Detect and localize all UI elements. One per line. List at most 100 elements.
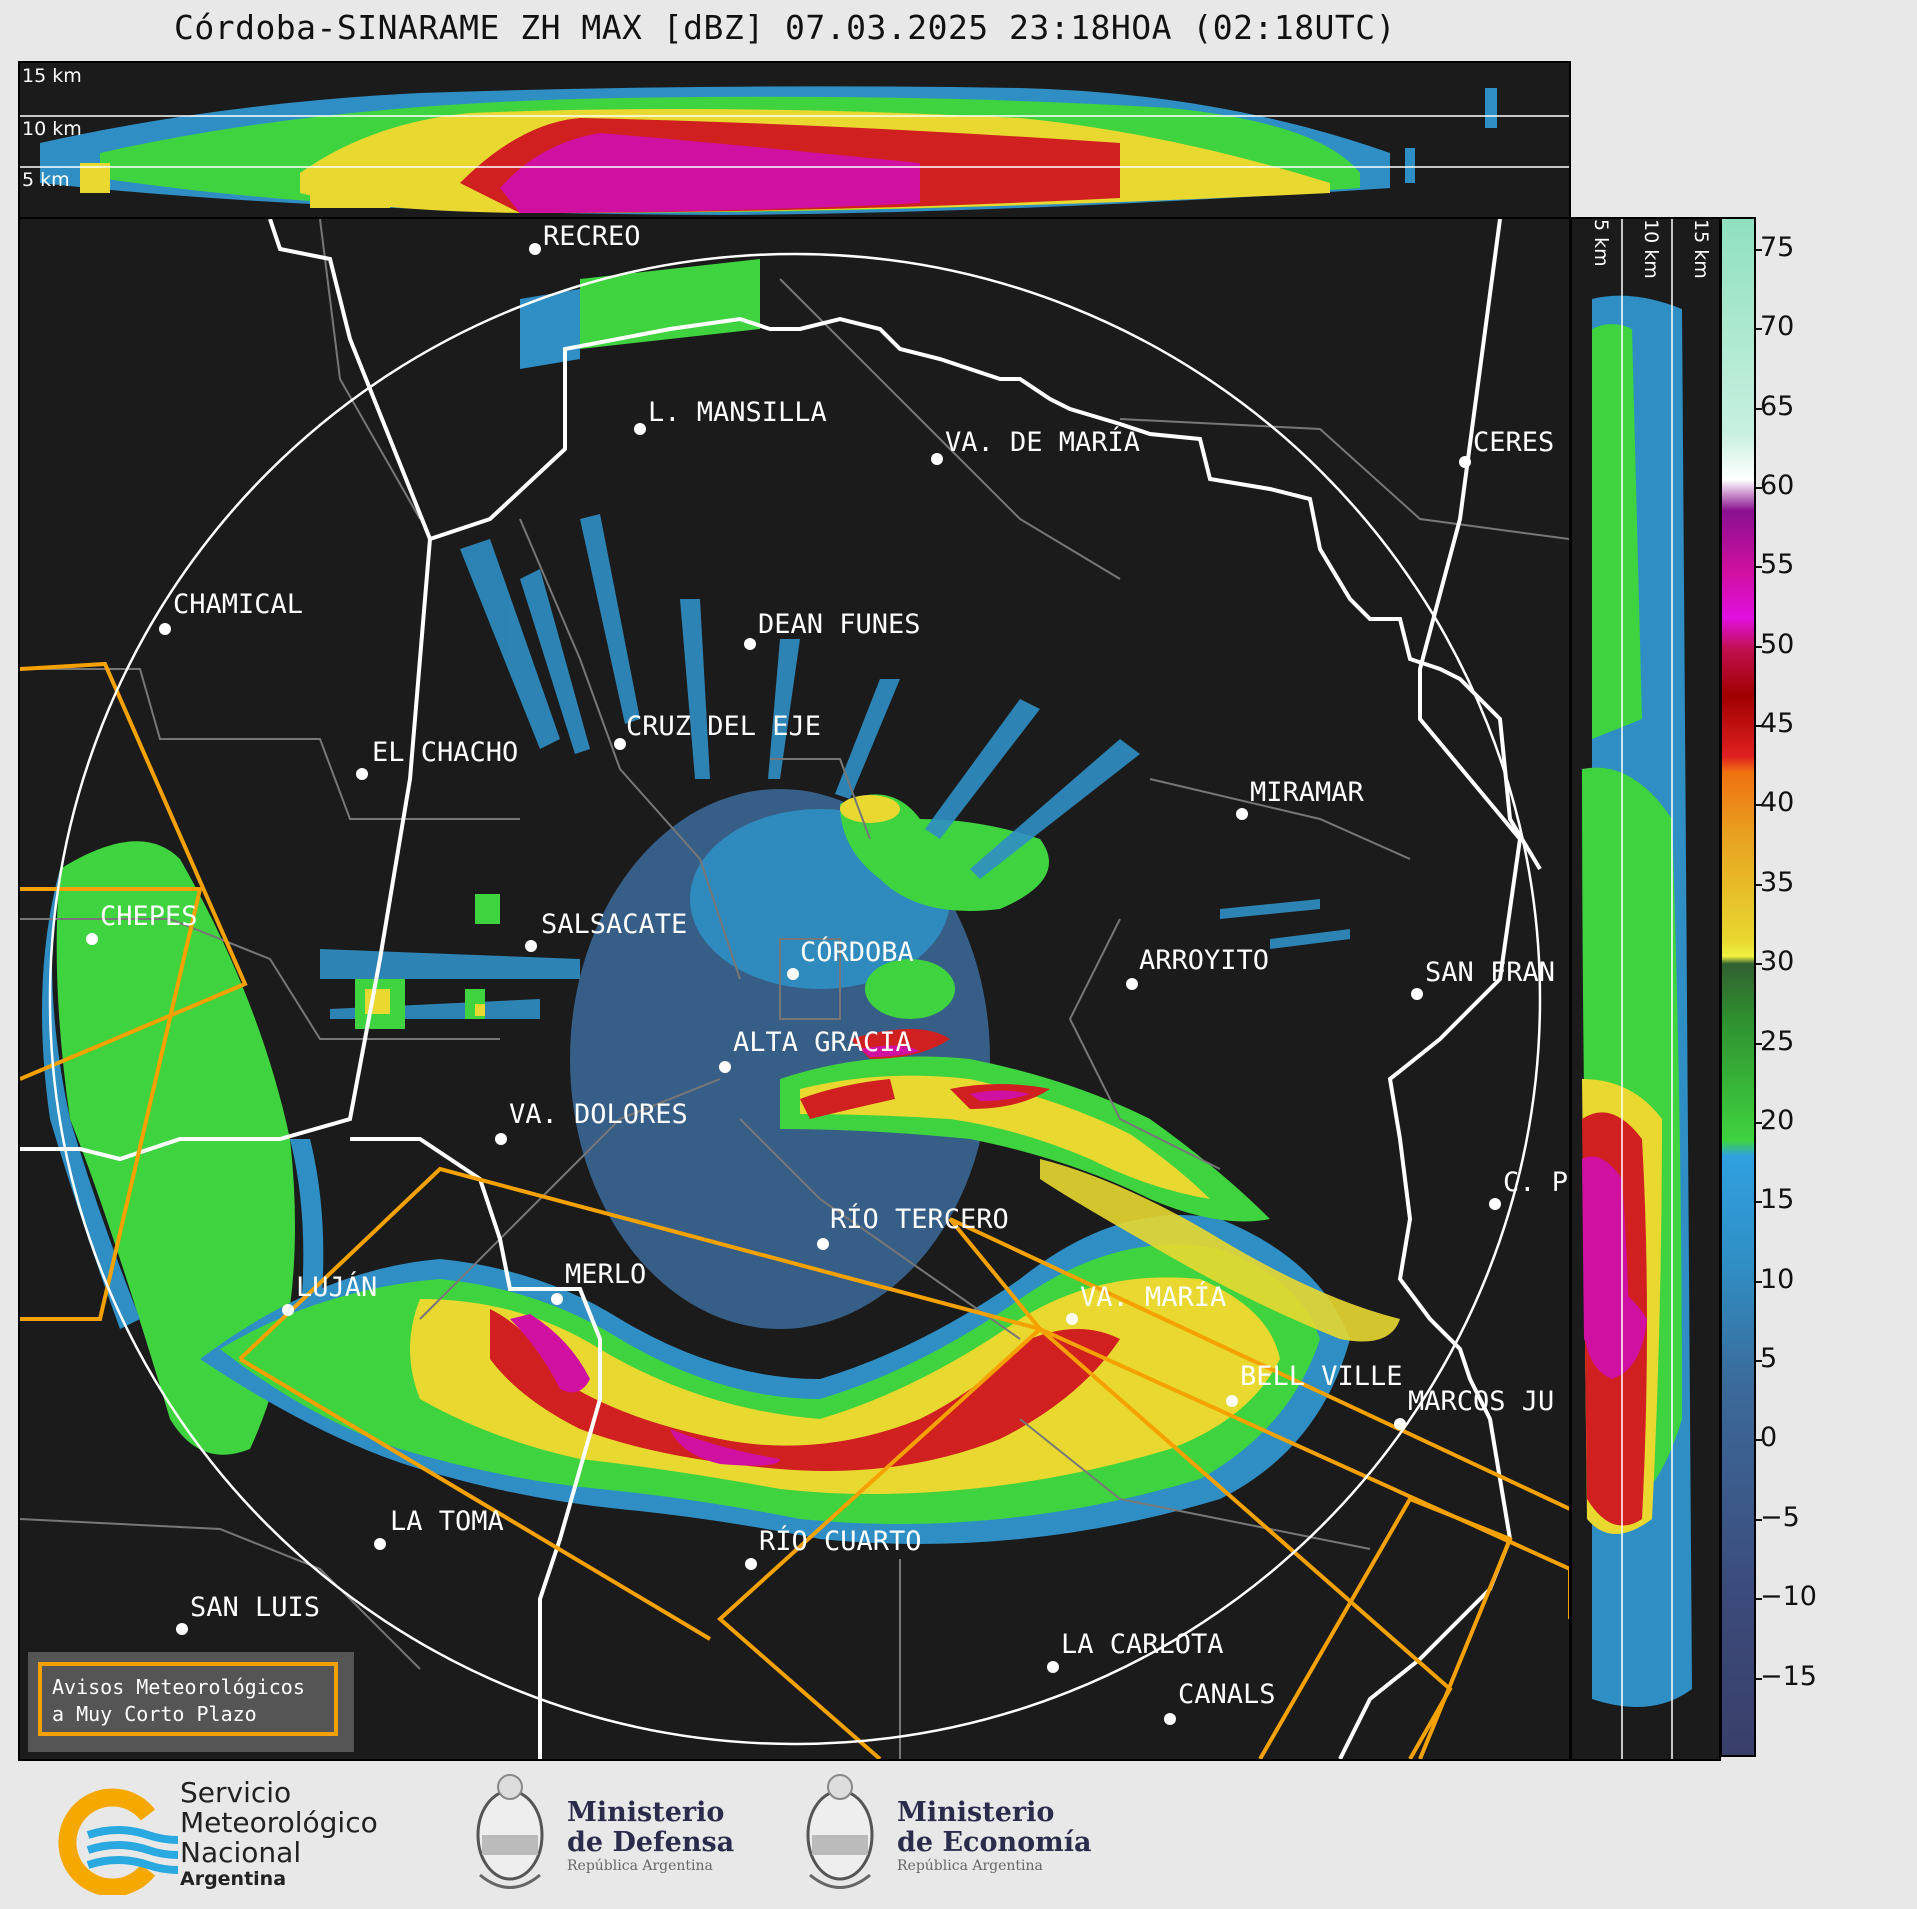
colorbar-tick-label: 75 bbox=[1760, 231, 1795, 263]
warning-legend-frame: Avisos Meteorológicos a Muy Corto Plazo bbox=[38, 1662, 338, 1736]
colorbar-tick-mark bbox=[1756, 1201, 1762, 1204]
altitude-label-10km: 10 km bbox=[22, 118, 82, 140]
colorbar-tick-label: 35 bbox=[1760, 866, 1795, 898]
coat-of-arms-icon bbox=[800, 1765, 880, 1900]
city-label-el-chacho: EL CHACHO bbox=[372, 737, 519, 768]
warning-legend-line2: a Muy Corto Plazo bbox=[52, 1702, 257, 1726]
city-label-dean-funes: DEAN FUNES bbox=[758, 609, 921, 640]
economia-logo-text: Ministerio de Economía República Argenti… bbox=[897, 1797, 1092, 1875]
colorbar-tick-mark bbox=[1756, 725, 1762, 728]
city-label-la-carlota: LA CARLOTA bbox=[1061, 1629, 1224, 1660]
city-label-arroyito: ARROYITO bbox=[1139, 945, 1270, 976]
city-label-recreo: RECREO bbox=[543, 221, 641, 252]
city-label-lujan: LUJÁN bbox=[296, 1272, 378, 1303]
colorbar-tick-mark bbox=[1756, 1280, 1762, 1283]
colorbar-tick-label: −5 bbox=[1760, 1501, 1800, 1533]
colorbar-tick-mark bbox=[1756, 566, 1762, 569]
colorbar-tick-label: −15 bbox=[1760, 1660, 1817, 1692]
side-altitude-label-10km: 10 km bbox=[1640, 219, 1662, 279]
radar-map bbox=[20, 219, 1569, 1759]
side-cross-section-plot bbox=[1572, 219, 1719, 1759]
colorbar-tick-mark bbox=[1756, 1360, 1762, 1363]
top-cross-section-panel: 15 km 10 km 5 km bbox=[18, 61, 1571, 219]
colorbar-tick-label: 45 bbox=[1760, 708, 1795, 740]
economia-line2: de Economía bbox=[897, 1827, 1092, 1858]
colorbar-tick-label: 70 bbox=[1760, 311, 1795, 343]
city-label-cruz-del-eje: CRUZ DEL EJE bbox=[626, 711, 822, 742]
city-label-chepes: CHEPES bbox=[100, 901, 198, 932]
city-label-va-dolores: VA. DOLORES bbox=[509, 1099, 688, 1130]
city-label-l-mansilla: L. MANSILLA bbox=[648, 397, 827, 428]
altitude-label-15km: 15 km bbox=[22, 65, 82, 87]
smn-line4: Argentina bbox=[180, 1868, 287, 1890]
smn-logo-icon bbox=[48, 1785, 178, 1895]
colorbar-tick-label: 15 bbox=[1760, 1184, 1795, 1216]
side-altitude-label-5km: 5 km bbox=[1590, 219, 1612, 267]
colorbar bbox=[1720, 217, 1756, 1757]
city-label-marcos-ju: MARCOS JU bbox=[1408, 1386, 1555, 1417]
radar-map-panel: RECREO L. MANSILLA VA. DE MARÍA CERES CH… bbox=[18, 217, 1571, 1761]
economia-line3: República Argentina bbox=[897, 1858, 1043, 1874]
colorbar-tick-mark bbox=[1756, 248, 1762, 251]
colorbar-tick-mark bbox=[1756, 1439, 1762, 1442]
echo-radial-streaks bbox=[320, 514, 1350, 1019]
echo-west bbox=[56, 841, 296, 1455]
echo-south-arc bbox=[200, 1215, 1350, 1544]
defensa-line2: de Defensa bbox=[567, 1827, 735, 1858]
city-label-rio-tercero: RÍO TERCERO bbox=[830, 1204, 1009, 1235]
city-label-ceres: CERES bbox=[1473, 427, 1555, 458]
city-label-c-p: C. P bbox=[1503, 1167, 1569, 1198]
department-borders bbox=[20, 219, 1569, 1759]
coat-of-arms-icon bbox=[470, 1765, 550, 1900]
city-label-chamical: CHAMICAL bbox=[173, 589, 304, 620]
colorbar-tick-label: 20 bbox=[1760, 1104, 1795, 1136]
city-label-rio-cuarto: RÍO CUARTO bbox=[759, 1526, 922, 1557]
city-label-merlo: MERLO bbox=[565, 1259, 647, 1290]
top-cross-section-plot bbox=[20, 63, 1569, 217]
colorbar-tick-mark bbox=[1756, 407, 1762, 410]
side-altitude-label-15km: 15 km bbox=[1690, 219, 1712, 279]
colorbar-tick-mark bbox=[1756, 1598, 1762, 1601]
defensa-line1: Ministerio bbox=[567, 1797, 725, 1828]
city-label-miramar: MIRAMAR bbox=[1250, 777, 1364, 808]
city-label-alta-gracia: ALTA GRACIA bbox=[733, 1027, 912, 1058]
colorbar-tick-label: 30 bbox=[1760, 946, 1795, 978]
smn-line1: Servicio bbox=[180, 1776, 292, 1809]
smn-line2: Meteorológico bbox=[180, 1806, 378, 1839]
colorbar-tick-mark bbox=[1756, 486, 1762, 489]
colorbar-tick-mark bbox=[1756, 804, 1762, 807]
colorbar-tick-label: −10 bbox=[1760, 1581, 1817, 1613]
smn-line3: Nacional bbox=[180, 1836, 302, 1869]
colorbar-tick-label: 50 bbox=[1760, 628, 1795, 660]
warning-legend: Avisos Meteorológicos a Muy Corto Plazo bbox=[28, 1652, 354, 1752]
city-label-va-maria: VA. MARÍA bbox=[1080, 1282, 1227, 1313]
city-label-salsacate: SALSACATE bbox=[541, 909, 688, 940]
economia-line1: Ministerio bbox=[897, 1797, 1055, 1828]
warning-legend-line1: Avisos Meteorológicos bbox=[52, 1675, 305, 1699]
colorbar-tick-label: 0 bbox=[1760, 1422, 1778, 1454]
colorbar-tick-label: 5 bbox=[1760, 1343, 1778, 1375]
smn-logo-text: Servicio Meteorológico Nacional Argentin… bbox=[180, 1776, 378, 1891]
warning-polygons bbox=[20, 661, 1569, 1759]
city-label-canals: CANALS bbox=[1178, 1679, 1276, 1710]
chart-title: Córdoba-SINARAME ZH MAX [dBZ] 07.03.2025… bbox=[173, 8, 1397, 47]
city-label-cordoba: CÓRDOBA bbox=[800, 937, 914, 968]
range-ring bbox=[48, 252, 1542, 1746]
colorbar-tick-label: 65 bbox=[1760, 390, 1795, 422]
colorbar-tick-label: 10 bbox=[1760, 1263, 1795, 1295]
city-label-va-de-maria: VA. DE MARÍA bbox=[945, 427, 1141, 458]
colorbar-tick-mark bbox=[1756, 645, 1762, 648]
colorbar-tick-mark bbox=[1756, 963, 1762, 966]
city-label-bell-ville: BELL VILLE bbox=[1240, 1361, 1403, 1392]
city-label-san-luis: SAN LUIS bbox=[190, 1592, 321, 1623]
colorbar-tick-label: 55 bbox=[1760, 549, 1795, 581]
city-markers bbox=[86, 243, 1501, 1725]
city-label-san-fran: SAN FRAN bbox=[1425, 957, 1556, 988]
colorbar-tick-mark bbox=[1756, 1121, 1762, 1124]
echo-east-band bbox=[780, 1029, 1270, 1222]
altitude-label-5km: 5 km bbox=[22, 169, 70, 191]
colorbar-tick-mark bbox=[1756, 1518, 1762, 1521]
colorbar-tick-mark bbox=[1756, 328, 1762, 331]
echo-north bbox=[580, 259, 760, 349]
side-cross-section-panel: 5 km 10 km 15 km bbox=[1570, 217, 1721, 1761]
